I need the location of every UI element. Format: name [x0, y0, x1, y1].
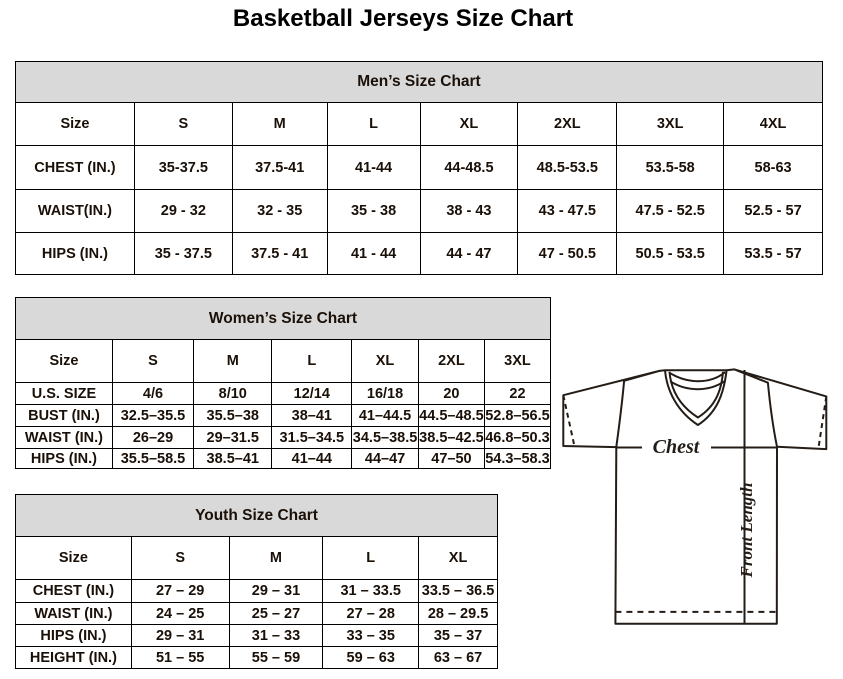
svg-text:Chest: Chest [653, 436, 701, 458]
svg-text:Front Length: Front Length [737, 483, 756, 579]
